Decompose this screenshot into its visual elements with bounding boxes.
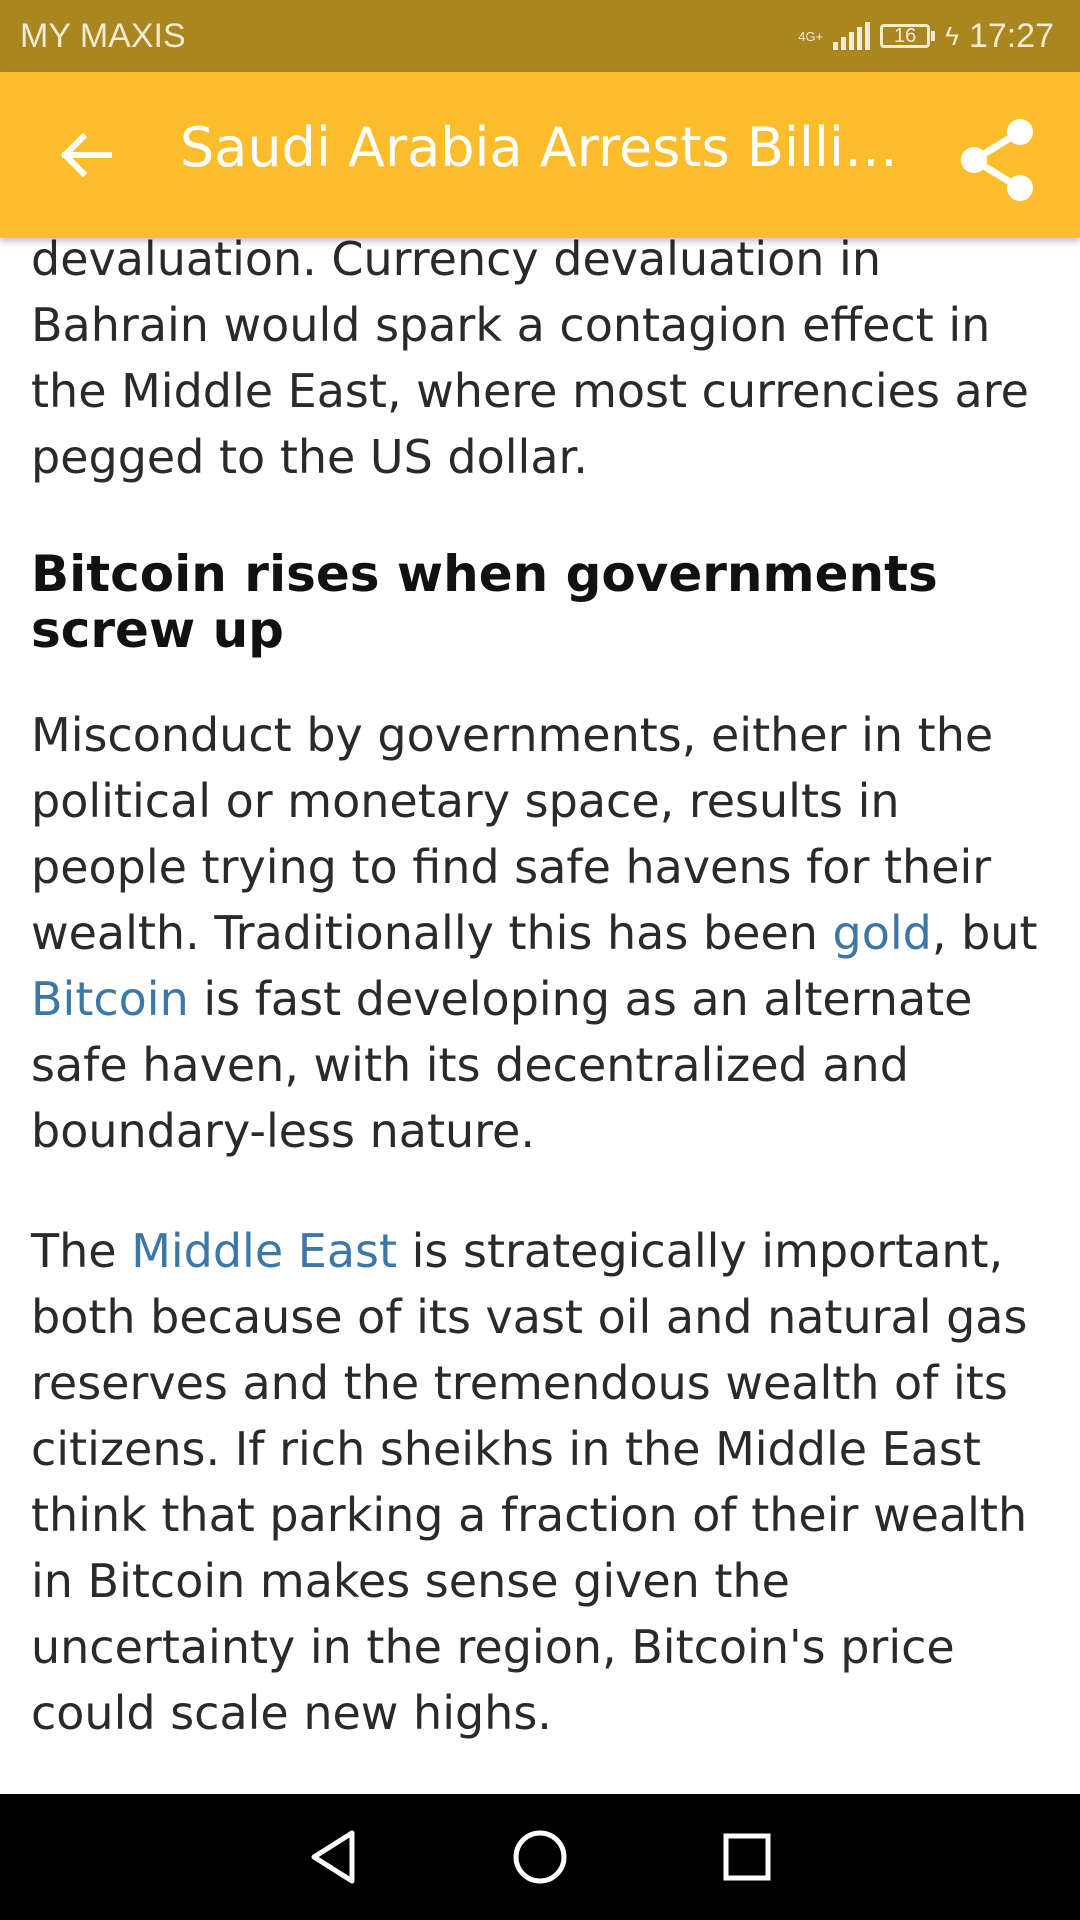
- gold-link[interactable]: gold: [832, 906, 932, 960]
- arrow-left-icon: [60, 132, 112, 178]
- share-icon: [961, 119, 1033, 201]
- middle-east-link[interactable]: Middle East: [131, 1224, 398, 1278]
- section-heading: Bitcoin rises when governments screw up: [31, 545, 938, 659]
- paragraph: Misconduct by governments, either in the…: [31, 708, 1038, 1158]
- clock: 17:27: [968, 16, 1054, 55]
- navigation-bar: [0, 1794, 1080, 1920]
- charging-icon: ϟ: [945, 20, 959, 51]
- article-body: devaluation. Currency devaluation in Bah…: [31, 238, 1061, 1746]
- nav-home-button[interactable]: [500, 1817, 580, 1897]
- nav-recents-button[interactable]: [707, 1817, 787, 1897]
- battery-icon: 16: [880, 24, 936, 48]
- paragraph: devaluation. Currency devaluation in Bah…: [31, 238, 1029, 484]
- app-bar: Saudi Arabia Arrests Billi…: [0, 72, 1080, 238]
- square-recents-icon: [723, 1833, 771, 1881]
- triangle-back-icon: [311, 1830, 355, 1884]
- paragraph: The Middle East is strategically importa…: [31, 1224, 1028, 1740]
- status-bar: MY MAXIS 4G+ 16 ϟ 17:27: [0, 0, 1080, 72]
- network-type: 4G+: [798, 28, 824, 44]
- battery-level: 16: [880, 24, 931, 48]
- bitcoin-link[interactable]: Bitcoin: [31, 972, 189, 1026]
- article-scroll-area[interactable]: devaluation. Currency devaluation in Bah…: [0, 238, 1080, 1794]
- nav-back-button[interactable]: [293, 1817, 373, 1897]
- carrier-name: MY MAXIS: [20, 16, 186, 55]
- article-title: Saudi Arabia Arrests Billi…: [180, 116, 898, 179]
- share-button[interactable]: [948, 110, 1048, 210]
- signal-icon: [833, 22, 871, 50]
- status-icons: 4G+ 16 ϟ 17:27: [798, 17, 1054, 56]
- back-button[interactable]: [40, 110, 130, 200]
- circle-home-icon: [513, 1830, 567, 1884]
